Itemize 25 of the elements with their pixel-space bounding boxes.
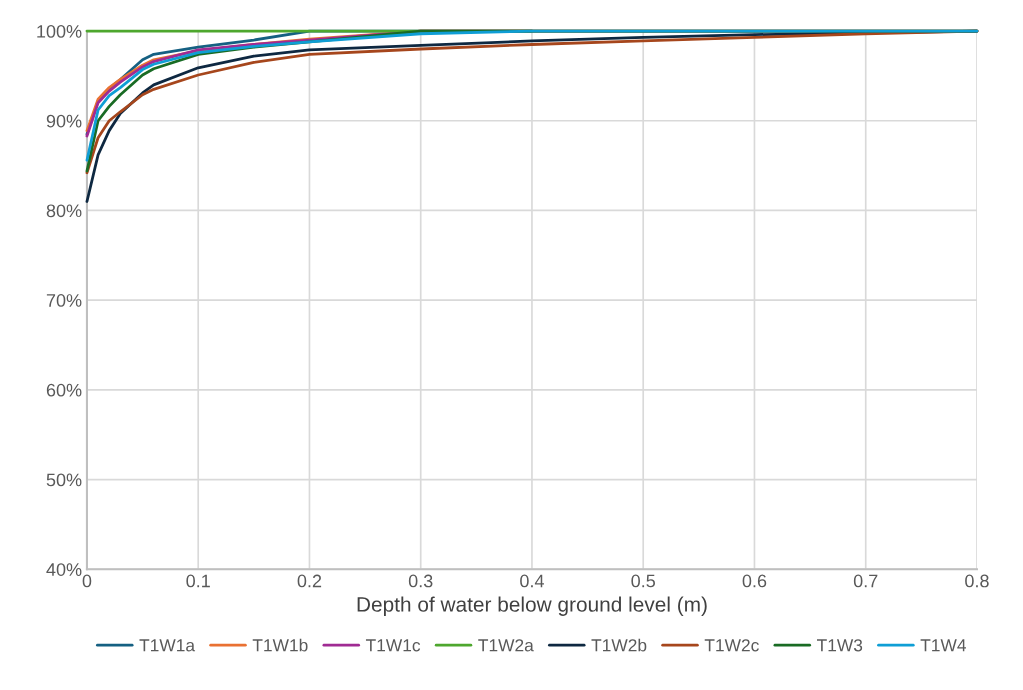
legend-label: T1W2c [704,639,759,652]
x-tick-label: 0.5 [631,574,656,588]
y-tick-label: 40% [46,563,82,576]
legend-label: T1W2a [478,639,534,652]
x-tick-label: 0.6 [742,574,767,588]
legend-label: T1W1b [252,638,308,652]
x-tick-label: 0.7 [853,574,878,588]
y-tick-label: 100% [37,24,82,38]
legend-label: T1W2b [591,638,647,652]
y-tick-label: 60% [46,383,82,397]
y-tick-label: 80% [46,204,82,218]
y-tick-label: 70% [46,294,82,307]
legend-label: T1W1a [139,639,196,652]
x-tick-label: 0.3 [408,574,433,588]
x-tick-label: 0.2 [297,574,322,588]
y-tick-label: 90% [46,114,82,128]
y-tick-label: 50% [46,473,82,487]
legend-label: T1W1c [365,639,421,652]
x-tick-label: 0.4 [520,574,544,588]
x-axis-title: Depth of water below ground level (m) [357,596,707,616]
legend-label: T1W3 [817,639,863,652]
legend-label: T1W4 [920,639,966,652]
x-tick-label: 0 [82,574,92,588]
x-tick-label: 0.8 [965,574,989,588]
x-tick-label: 0.1 [186,574,210,588]
